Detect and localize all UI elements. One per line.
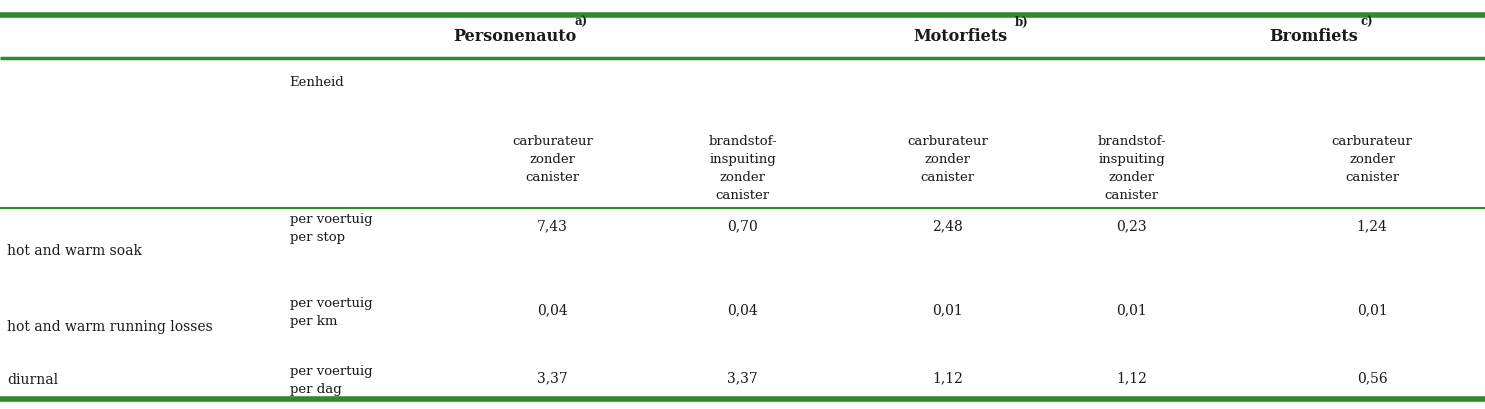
Text: 0,04: 0,04 — [538, 303, 567, 317]
Text: carburateur
zonder
canister: carburateur zonder canister — [1332, 135, 1412, 184]
Text: carburateur
zonder
canister: carburateur zonder canister — [512, 135, 593, 184]
Text: 1,12: 1,12 — [1117, 370, 1146, 384]
Text: 1,24: 1,24 — [1357, 219, 1387, 233]
Text: 0,70: 0,70 — [728, 219, 757, 233]
Text: 1,12: 1,12 — [933, 370, 962, 384]
Text: 3,37: 3,37 — [538, 370, 567, 384]
Text: c): c) — [1360, 16, 1374, 29]
Text: 0,01: 0,01 — [1117, 303, 1146, 317]
Text: b): b) — [1014, 16, 1028, 29]
Text: 3,37: 3,37 — [728, 370, 757, 384]
Text: brandstof-
inspuiting
zonder
canister: brandstof- inspuiting zonder canister — [708, 135, 777, 202]
Text: diurnal: diurnal — [7, 372, 58, 387]
Text: Motorfiets: Motorfiets — [913, 28, 1007, 45]
Text: 0,01: 0,01 — [1357, 303, 1387, 317]
Text: per voertuig
per dag: per voertuig per dag — [290, 364, 373, 395]
Text: brandstof-
inspuiting
zonder
canister: brandstof- inspuiting zonder canister — [1097, 135, 1166, 202]
Text: 0,56: 0,56 — [1357, 370, 1387, 384]
Text: 0,23: 0,23 — [1117, 219, 1146, 233]
Text: carburateur
zonder
canister: carburateur zonder canister — [907, 135, 988, 184]
Text: 7,43: 7,43 — [538, 219, 567, 233]
Text: 0,01: 0,01 — [933, 303, 962, 317]
Text: per voertuig
per stop: per voertuig per stop — [290, 213, 373, 244]
Text: hot and warm soak: hot and warm soak — [7, 243, 143, 258]
Text: Bromfiets: Bromfiets — [1270, 28, 1359, 45]
Text: a): a) — [575, 16, 587, 29]
Text: 0,04: 0,04 — [728, 303, 757, 317]
Text: Personenauto: Personenauto — [453, 28, 576, 45]
Text: 2,48: 2,48 — [933, 219, 962, 233]
Text: hot and warm running losses: hot and warm running losses — [7, 319, 214, 333]
Text: per voertuig
per km: per voertuig per km — [290, 297, 373, 328]
Text: Eenheid: Eenheid — [290, 76, 345, 89]
